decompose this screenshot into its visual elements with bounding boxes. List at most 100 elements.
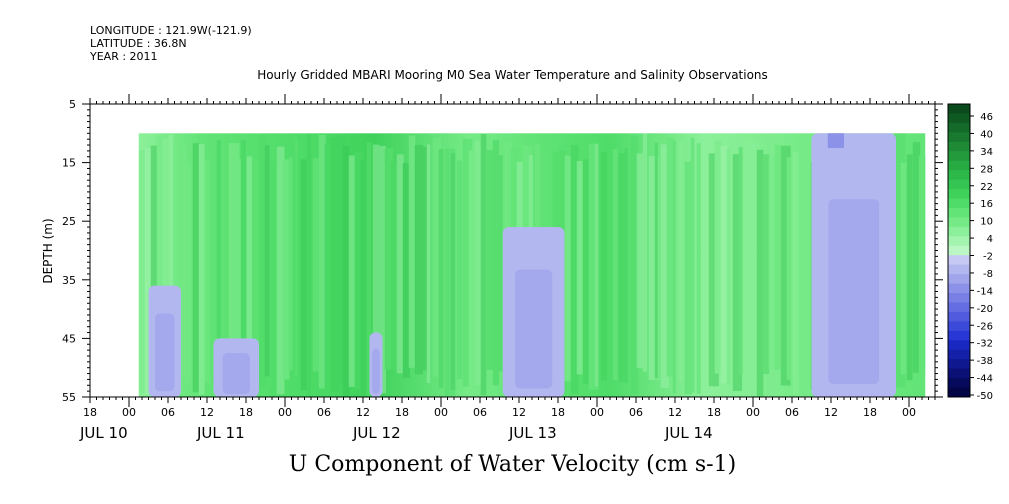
- velocity-streak: [384, 148, 394, 370]
- velocity-streak: [462, 138, 473, 387]
- velocity-streak: [414, 145, 423, 375]
- velocity-streak: [804, 162, 808, 379]
- velocity-streak: [396, 154, 404, 374]
- colorbar-label: 22: [980, 182, 993, 193]
- velocity-streak: [144, 148, 152, 395]
- colorbar-swatch: [948, 293, 970, 303]
- x-tick-label: 00: [434, 406, 448, 419]
- y-axis-title: DEPTH (m): [41, 218, 55, 283]
- velocity-streak: [324, 143, 329, 391]
- velocity-streak: [360, 159, 365, 395]
- colorbar-label: -50: [977, 391, 993, 402]
- velocity-streak: [174, 146, 179, 369]
- x-tick-label: 00: [746, 406, 760, 419]
- x-tick-label: 12: [356, 406, 370, 419]
- velocity-streak: [744, 141, 751, 397]
- velocity-streak: [318, 134, 326, 389]
- velocity-streak: [156, 135, 166, 383]
- velocity-streak: [678, 141, 683, 383]
- velocity-streak: [714, 140, 722, 374]
- velocity-streak: [720, 146, 729, 384]
- y-tick-label: 15: [62, 157, 76, 170]
- colorbar-swatch: [948, 189, 970, 200]
- year-label: YEAR : 2011: [90, 50, 158, 63]
- velocity-streak: [738, 146, 743, 375]
- velocity-streak: [336, 135, 345, 385]
- velocity-streak: [150, 145, 159, 389]
- negative-region-core: [222, 353, 250, 395]
- velocity-streak: [354, 152, 364, 389]
- velocity-streak: [924, 156, 926, 368]
- x-tick-label: 00: [590, 406, 604, 419]
- velocity-streak: [624, 147, 628, 384]
- velocity-streak: [750, 142, 760, 397]
- colorbar-label: -20: [977, 304, 993, 315]
- velocity-streak: [474, 140, 482, 385]
- velocity-streak: [648, 155, 659, 380]
- velocity-streak: [420, 146, 428, 371]
- velocity-streak: [270, 161, 276, 397]
- velocity-streak: [780, 145, 791, 386]
- colorbar-swatch: [948, 122, 970, 133]
- x-tick-label: 18: [395, 406, 409, 419]
- colorbar-label: 40: [980, 129, 993, 140]
- velocity-streak: [774, 144, 781, 370]
- x-tick-label: 00: [122, 406, 136, 419]
- velocity-streak: [684, 161, 692, 395]
- x-tick-label: 12: [200, 406, 214, 419]
- colorbar-label: 4: [987, 234, 993, 245]
- velocity-streak: [918, 155, 926, 377]
- velocity-streak: [594, 143, 599, 387]
- colorbar-swatch: [948, 368, 970, 379]
- velocity-streak: [702, 157, 709, 384]
- velocity-streak: [768, 157, 780, 370]
- velocity-streak: [456, 160, 463, 380]
- velocity-streak: [390, 162, 398, 371]
- velocity-streak: [612, 148, 618, 380]
- x-tick-label: 00: [902, 406, 916, 419]
- colorbar-label: 28: [980, 164, 993, 175]
- velocity-streak: [300, 159, 310, 391]
- velocity-streak: [378, 145, 386, 394]
- velocity-streak: [690, 137, 695, 393]
- colorbar-label: -44: [977, 374, 993, 385]
- velocity-streak: [276, 146, 285, 395]
- colorbar-swatch: [948, 104, 970, 114]
- colorbar-swatch: [948, 141, 970, 152]
- velocity-streak: [210, 145, 219, 375]
- x-axis-title: U Component of Water Velocity (cm s-1): [288, 452, 737, 477]
- velocity-streak: [672, 140, 676, 394]
- colorbar-swatch: [948, 226, 970, 237]
- colorbar-swatch: [948, 170, 970, 181]
- velocity-streak: [348, 155, 356, 387]
- negative-region-peak: [827, 133, 844, 148]
- colorbar-swatch: [948, 274, 970, 285]
- velocity-streak: [636, 153, 644, 369]
- colorbar-frame: [947, 103, 971, 398]
- velocity-streak: [366, 142, 372, 397]
- velocity-streak: [792, 152, 799, 395]
- day-label: JUL 10: [79, 424, 128, 442]
- y-tick-label: 35: [62, 274, 76, 287]
- y-tick-label: 5: [69, 98, 76, 111]
- x-tick-label: 06: [785, 406, 799, 419]
- velocity-streak: [654, 142, 658, 379]
- velocity-streak: [696, 143, 701, 394]
- velocity-streak: [258, 134, 267, 388]
- velocity-streak: [570, 144, 579, 395]
- velocity-streak: [756, 149, 764, 397]
- colorbar-swatch: [948, 359, 970, 370]
- velocity-streak: [666, 137, 675, 377]
- velocity-streak: [798, 136, 805, 382]
- velocity-streak: [642, 133, 648, 372]
- x-tick-label: 12: [512, 406, 526, 419]
- colorbar-label: -32: [977, 339, 993, 350]
- velocity-streak: [600, 151, 611, 381]
- velocity-streak: [564, 155, 575, 382]
- colorbar-swatch: [948, 302, 970, 313]
- velocity-streak: [444, 148, 456, 396]
- negative-region-core: [155, 313, 175, 392]
- velocity-streak: [498, 155, 503, 372]
- velocity-streak: [900, 162, 911, 375]
